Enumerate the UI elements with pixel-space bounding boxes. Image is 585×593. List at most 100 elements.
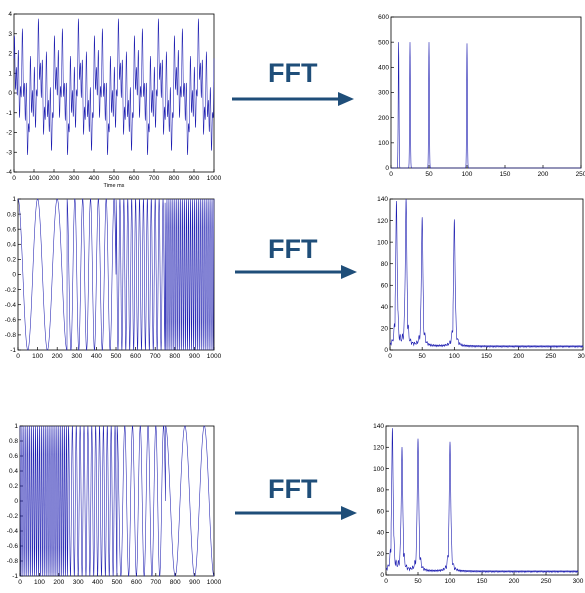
r1-spectrum-y-tick-label: 500 [378, 39, 389, 46]
r2-time-y-tick-label: 0 [12, 272, 16, 279]
r2-time-x-tick-label: 700 [150, 353, 161, 360]
r1-time-x-axis-label: Time ms [104, 183, 125, 189]
r2-spectrum-x-tick-label: 0 [388, 353, 392, 360]
r1-time-y-tick-label: 2 [8, 51, 12, 58]
r1-spectrum-y-tick-label: 200 [378, 115, 389, 122]
r2-time-y-tick-label: -0.2 [5, 287, 17, 294]
r1-time-x-tick-label: 1000 [207, 175, 222, 182]
r2-spectrum-y-tick-label: 140 [377, 196, 388, 203]
r2-time-y-tick-label: -0.6 [5, 317, 17, 324]
r3-time-y-tick-label: -1 [12, 573, 18, 580]
r3-time-y-tick-label: -0.8 [7, 558, 19, 565]
r3-time-y-tick-label: -0.4 [7, 528, 19, 535]
arrow-icon-1 [232, 92, 354, 106]
r1-spectrum-x-tick-label: 100 [462, 171, 473, 178]
r3-spectrum-y-tick-label: 60 [377, 508, 385, 515]
r2-spectrum-y-tick-label: 120 [377, 218, 388, 225]
r2-time-x-tick-label: 800 [169, 353, 180, 360]
spectrum-plot-2: 0 50 100 150 200 250 300 0 20 40 60 80 100 120 140 [366, 192, 585, 362]
r2-time-x-tick-label: 500 [111, 353, 122, 360]
r2-spectrum-series-line [389, 198, 584, 349]
r1-time-x-tick-label: 100 [29, 175, 40, 182]
r2-time-y-tick-label: 0.6 [7, 226, 16, 233]
r2-time-x-tick-label: 600 [130, 353, 141, 360]
r1-spectrum-x-tick-label: 250 [576, 171, 585, 178]
r3-time-x-tick-label: 700 [150, 579, 161, 586]
r2-time-y-tick-label: 0.2 [7, 257, 16, 264]
r2-spectrum-y-tick-label: 80 [381, 261, 389, 268]
r1-time-x-tick-label: 500 [109, 175, 120, 182]
r1-spectrum-x-tick-label: 200 [538, 171, 549, 178]
r2-spectrum-y-tick-label: 40 [381, 304, 389, 311]
r3-spectrum-x-tick-label: 200 [509, 578, 520, 585]
r3-time-y-tick-label: 0.4 [9, 468, 18, 475]
r3-time-x-tick-label: 200 [53, 579, 64, 586]
r2-time-series-line [17, 198, 215, 351]
r3-time-x-tick-label: 1000 [207, 579, 222, 586]
r1-time-x-tick-label: 0 [12, 175, 16, 182]
r2-spectrum-y-tick-label: 100 [377, 239, 388, 246]
r1-spectrum-y-tick-label: 400 [378, 65, 389, 72]
r3-time-x-tick-label: 0 [18, 579, 22, 586]
r1-time-x-tick-label: 200 [49, 175, 60, 182]
r3-time-series-line [19, 425, 215, 577]
r3-spectrum-x-tick-label: 150 [477, 578, 488, 585]
r1-time-y-tick-label: -1 [6, 110, 12, 117]
time-signal-plot-2: 0 100 200 300 400 500 600 700 800 900 1000 -1 -0.8 -0… [0, 192, 222, 360]
r2-spectrum-x-tick-label: 300 [578, 353, 585, 360]
r1-time-y-tick-label: -4 [6, 169, 12, 176]
r2-time-x-tick-label: 1000 [207, 353, 222, 360]
r2-spectrum-x-tick-label: 150 [481, 353, 492, 360]
r2-spectrum-x-tick-label: 200 [513, 353, 524, 360]
time-signal-plot-3: 0 100 200 300 400 500 600 700 800 900 1000 -1 -0.8 -0… [0, 418, 222, 588]
r1-time-x-tick-label: 900 [189, 175, 200, 182]
r1-time-x-tick-label: 400 [89, 175, 100, 182]
r1-spectrum-series-line [391, 42, 581, 169]
r3-spectrum-y-tick-label: 40 [377, 530, 385, 537]
r1-time-y-tick-label: -2 [6, 130, 12, 137]
r2-spectrum-y-tick-label: 0 [384, 347, 388, 354]
r2-time-y-tick-label: 1 [12, 196, 16, 203]
r3-time-x-tick-label: 600 [131, 579, 142, 586]
r2-time-y-tick-label: -0.4 [5, 302, 17, 309]
r3-spectrum-x-tick-label: 0 [384, 578, 388, 585]
fft-label-2: FFT [268, 234, 318, 264]
r1-time-y-tick-label: 4 [8, 11, 12, 18]
r1-time-x-tick-label: 800 [169, 175, 180, 182]
r1-time-x-tick-label: 700 [149, 175, 160, 182]
r3-time-y-tick-label: 1 [14, 423, 18, 430]
r2-time-x-tick-label: 200 [52, 353, 63, 360]
r3-spectrum-y-tick-label: 20 [377, 551, 385, 558]
arrow-icon-3 [235, 506, 357, 520]
r3-time-x-tick-label: 400 [92, 579, 103, 586]
r3-spectrum-y-tick-label: 80 [377, 487, 385, 494]
r3-time-x-tick-label: 800 [170, 579, 181, 586]
r3-time-y-tick-label: 0.6 [9, 453, 18, 460]
r3-spectrum-x-tick-label: 250 [541, 578, 552, 585]
r1-spectrum-axes-frame [390, 16, 582, 169]
r2-time-x-tick-label: 0 [16, 353, 20, 360]
r3-time-x-tick-label: 300 [73, 579, 84, 586]
r3-spectrum-y-tick-label: 0 [380, 572, 384, 579]
r3-spectrum-axes-frame [385, 425, 579, 576]
r2-spectrum-axes-frame [389, 198, 584, 351]
r3-time-y-tick-label: -0.6 [7, 543, 19, 550]
time-signal-plot-1-svg: 0 100 200 300 400 500 600 700 800 900 1000 -4 -3 -2 -1… [6, 11, 222, 189]
r3-spectrum-y-tick-label: 140 [373, 423, 384, 430]
fft-label-1: FFT [268, 58, 318, 88]
spectrum-plot-3: 0 50 100 150 200 250 300 0 20 40 60 80 100 120 140 [366, 418, 585, 588]
r2-spectrum-y-tick-label: 60 [381, 282, 389, 289]
r2-spectrum-y-tick-label: 20 [381, 326, 389, 333]
fft-label-3: FFT [268, 474, 318, 504]
r3-time-y-tick-label: 0.2 [9, 483, 18, 490]
r2-spectrum-x-tick-label: 250 [545, 353, 556, 360]
spectrum-plot-3-svg: 0 50 100 150 200 250 300 0 20 40 60 80 100 120 140 [373, 423, 584, 585]
time-signal-plot-1: 0 100 200 300 400 500 600 700 800 900 1000 -4 -3 -2 -1… [0, 6, 222, 190]
r1-time-y-tick-label: 3 [8, 31, 12, 38]
r2-time-x-tick-label: 900 [189, 353, 200, 360]
r3-spectrum-x-tick-label: 50 [414, 578, 422, 585]
arrow-icon-2 [235, 265, 357, 279]
r1-time-series-line [13, 18, 215, 155]
time-signal-plot-3-svg: 0 100 200 300 400 500 600 700 800 900 1000 -1 -0.8 -0… [7, 423, 222, 586]
r3-spectrum-series-line [385, 428, 579, 574]
